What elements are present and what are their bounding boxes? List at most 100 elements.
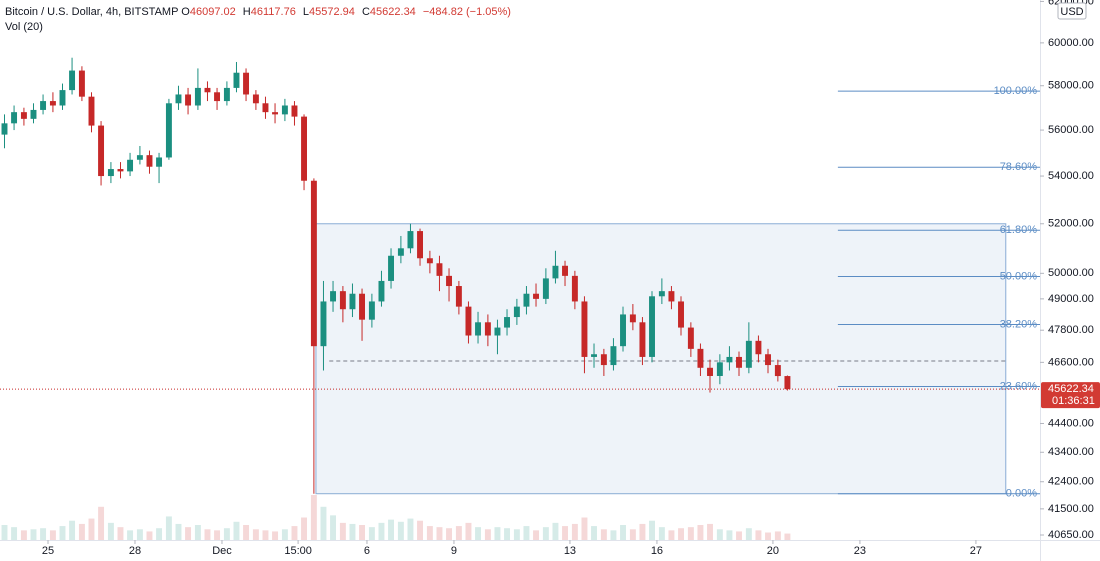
volume-bar: [745, 528, 752, 540]
fib-level-label: 100.00%: [994, 85, 1038, 97]
change-label: −484.82 (−1.05%): [422, 6, 511, 18]
volume-bar: [59, 526, 66, 540]
volume-bar: [117, 527, 124, 540]
volume-bar: [678, 528, 684, 540]
y-tick-label: 52000.00: [1048, 218, 1094, 230]
candle-body: [146, 155, 153, 167]
candle-body: [40, 101, 47, 110]
candle-body: [339, 291, 346, 310]
x-tick-label: 16: [651, 545, 663, 557]
y-tick-label: 46600.00: [1048, 356, 1094, 368]
volume-bar: [204, 529, 211, 540]
volume-bar: [262, 530, 269, 540]
y-tick-label: 56000.00: [1048, 124, 1094, 136]
volume-bar: [610, 530, 617, 540]
candle-body: [658, 291, 665, 297]
candle-body: [272, 112, 279, 115]
fib-level-label: 38.20%: [1000, 318, 1038, 330]
candle-body: [301, 116, 308, 181]
x-tick-label: 27: [970, 545, 982, 557]
volume-bar: [784, 533, 791, 540]
candle-body: [359, 293, 366, 320]
candle-body: [262, 103, 269, 113]
volume-bar: [69, 520, 76, 540]
candle-body: [774, 365, 781, 377]
candle-body: [368, 301, 375, 320]
x-tick-label: 15:00: [284, 545, 312, 557]
volume-bar: [214, 530, 221, 540]
candle-body: [136, 155, 143, 160]
candle-body: [562, 265, 568, 276]
volume-bar: [156, 528, 163, 540]
candle-body: [69, 70, 76, 91]
volume-bar: [562, 526, 568, 540]
candle-body: [465, 306, 472, 336]
currency-box: [1057, 2, 1087, 20]
candle-body: [475, 322, 481, 336]
range-box: [315, 223, 1007, 495]
candle-body: [533, 293, 539, 299]
volume-bar: [185, 527, 192, 540]
candle-body: [330, 291, 337, 302]
volume-bar: [687, 527, 694, 540]
candle-body: [243, 72, 250, 95]
volume-bar: [649, 520, 655, 540]
currency-label: USD: [1060, 6, 1083, 18]
volume-bar: [755, 530, 762, 540]
candle-body: [610, 346, 617, 366]
volume-bar: [330, 515, 337, 540]
volume-bar: [20, 530, 27, 540]
volume-bar: [455, 526, 462, 540]
candle-body: [504, 317, 510, 328]
volume-bar: [620, 525, 626, 540]
fib-level-label: 50.00%: [1000, 270, 1038, 282]
candle-body: [78, 70, 85, 97]
volume-bar: [417, 520, 423, 540]
volume-bar: [726, 530, 733, 540]
volume-bar: [136, 529, 143, 540]
candle-body: [571, 275, 578, 302]
volume-bar: [349, 523, 356, 540]
symbol-title: Bitcoin / U.S. Dollar, 4h, BITSTAMP: [5, 6, 179, 18]
y-tick-label: 41500.00: [1048, 503, 1094, 515]
volume-bar: [368, 527, 375, 540]
x-tick-label: 20: [767, 545, 779, 557]
candle-body: [649, 296, 655, 357]
candle-body: [30, 109, 37, 119]
candle-body: [552, 265, 559, 279]
candle-body: [378, 280, 385, 302]
fib-level-label: 78.60%: [1000, 161, 1038, 173]
symbol-line: Bitcoin / U.S. Dollar, 4h, BITSTAMP O460…: [5, 5, 515, 20]
volume-bar: [426, 526, 433, 540]
ohlc-label: C: [361, 6, 370, 18]
volume-bar: [320, 506, 327, 540]
ohlc-label: L: [302, 6, 310, 18]
y-tick-label: 40650.00: [1048, 529, 1094, 541]
candle-body: [252, 94, 259, 104]
volume-bar: [291, 526, 298, 540]
volume-title: Vol (20): [5, 21, 43, 33]
y-tick-label: 47800.00: [1048, 324, 1094, 336]
candle-body: [310, 180, 317, 347]
candle-body: [620, 314, 626, 347]
candle-body: [591, 354, 597, 357]
candle-body: [407, 231, 414, 249]
ohlc-label: O: [181, 6, 190, 18]
price-tag: [1041, 382, 1100, 409]
y-tick-label: 43400.00: [1048, 446, 1094, 458]
ohlc-value: 45572.94: [309, 6, 355, 18]
candle-body: [1, 123, 8, 135]
candle-body: [707, 367, 713, 376]
volume-bar: [533, 530, 539, 540]
volume-bar: [629, 529, 636, 540]
volume-bar: [252, 529, 259, 540]
volume-bar: [504, 528, 510, 540]
volume-bar: [78, 523, 85, 540]
candle-body: [600, 354, 607, 366]
candle-body: [494, 327, 501, 336]
fib-level-label: 0.00%: [1006, 488, 1037, 500]
y-tick-label: 60000.00: [1048, 37, 1094, 49]
candle-body: [716, 362, 723, 376]
price-tag-value: 45622.34: [1048, 383, 1094, 395]
